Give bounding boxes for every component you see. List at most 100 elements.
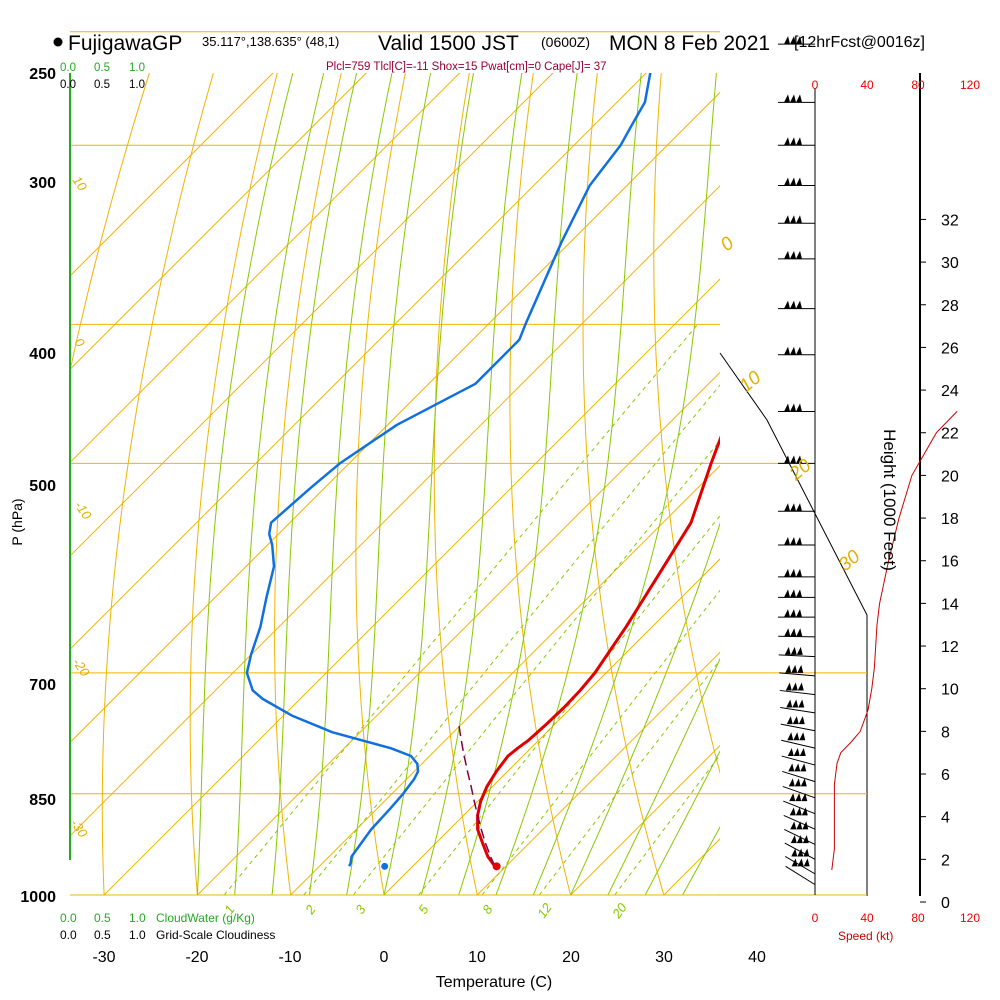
- wind-barb-flag: [797, 664, 804, 673]
- wind-barb-flag: [796, 609, 802, 618]
- wind-barb-flag: [799, 732, 806, 741]
- wind-barb-flag: [790, 536, 796, 545]
- moist-label-10: 10: [736, 367, 766, 397]
- top-gs-tick-2: 1.0: [129, 79, 145, 91]
- bottom-cloud-legend: 0.0 0.5 1.0 CloudWater (g/Kg) 0.0 0.5 1.…: [60, 911, 275, 942]
- sounding-params: Plcl=759 Tlcl[C]=-11 Shox=15 Pwat[cm]=0 …: [326, 61, 607, 73]
- isotherm-line: [476, 651, 720, 896]
- height-tick-label: 8: [941, 724, 950, 741]
- wind-barb-flag: [787, 732, 794, 741]
- wind-barb-flag: [784, 646, 791, 655]
- height-tick-label: 32: [941, 212, 959, 229]
- dry-label-0: 0: [72, 335, 89, 350]
- wind-barb-flag: [790, 177, 796, 186]
- dry-label-10: 10: [70, 173, 91, 194]
- moist-adiabat-line: [346, 73, 432, 896]
- station-dot-icon: [53, 37, 63, 47]
- mixing-ratio-line: [538, 659, 720, 896]
- cw-tick-2: 1.0: [129, 911, 146, 925]
- wind-barb-shaft: [778, 635, 816, 638]
- dry-adiabat-line: [274, 73, 342, 896]
- wind-barb-shaft: [778, 654, 816, 658]
- wind-barb-flag: [793, 748, 800, 757]
- wind-barb-flag: [784, 300, 790, 309]
- wind-barb-flag: [796, 94, 802, 103]
- wind-barb-shaft: [783, 814, 816, 830]
- mix-label-20: 20: [609, 900, 631, 922]
- x-axis-label: Temperature (C): [436, 974, 552, 991]
- wind-barb-flag: [796, 589, 802, 598]
- wind-barb-flag: [784, 137, 790, 146]
- height-tick-label: 16: [941, 554, 959, 571]
- surface-dewpoint-point: [381, 862, 389, 870]
- isotherm-line: [383, 558, 720, 896]
- wind-barb-flag: [802, 821, 809, 830]
- height-tick-label: 22: [941, 426, 959, 443]
- p-tick-300: 300: [29, 175, 56, 192]
- wind-barb-flag: [785, 664, 792, 673]
- valid-zulu: (0600Z): [541, 34, 590, 50]
- speed-top-40: 40: [860, 78, 874, 92]
- t-tick-30: 30: [655, 949, 673, 966]
- wind-barb-shaft: [785, 865, 816, 886]
- wind-barb-shaft: [784, 828, 816, 845]
- speed-tick-labels: 0 40 80 120 0 40 80 120: [812, 78, 981, 925]
- height-tick-label: 14: [941, 596, 959, 613]
- dry-adiabat-line: [70, 73, 150, 374]
- dry-label-m30: -30: [68, 816, 92, 841]
- height-tick-label: 30: [941, 255, 959, 272]
- moist-adiabat-line: [458, 73, 578, 896]
- p-tick-250: 250: [29, 66, 56, 83]
- wind-barb-flag: [798, 716, 805, 725]
- mixing-ratio-line: [481, 589, 720, 896]
- wind-barb-flag: [790, 346, 796, 355]
- wind-barb-flag: [786, 699, 793, 708]
- dry-adiabat-line: [509, 73, 572, 896]
- wind-barb-flag: [795, 793, 802, 802]
- cw-tick-1: 0.5: [94, 911, 111, 925]
- wind-barb-flag: [796, 250, 802, 259]
- temperature-tick-labels: -30 -20 -10 0 10 20 30 40: [92, 949, 766, 966]
- height-tick-label: 26: [941, 340, 959, 357]
- wind-barb-flag: [796, 821, 803, 830]
- skewt-grid: [70, 73, 720, 896]
- top-cw-tick-1: 0.5: [94, 62, 110, 74]
- wind-barb-flag: [790, 821, 797, 830]
- moist-adiabat-line: [570, 521, 720, 896]
- speed-top-0: 0: [812, 78, 819, 92]
- p-tick-1000: 1000: [20, 889, 56, 906]
- dry-adiabat-line: [355, 73, 406, 896]
- wind-barb-shaft: [784, 842, 816, 860]
- wind-barb-flag: [796, 835, 803, 844]
- wind-barb-flag: [791, 664, 798, 673]
- wind-barb-flag: [790, 403, 796, 412]
- wind-barb-flag: [796, 568, 802, 577]
- moist-adiabat-line: [196, 73, 294, 896]
- p-tick-500: 500: [29, 478, 56, 495]
- top-cloud-legend: 0.0 0.5 1.0 0.0 0.5 1.0: [60, 62, 145, 91]
- p-tick-700: 700: [29, 677, 56, 694]
- cw-label: CloudWater (g/Kg): [156, 911, 255, 925]
- wind-barb-shaft: [780, 707, 816, 714]
- wind-barb-flag: [793, 732, 800, 741]
- surface-temperature-point: [492, 862, 501, 871]
- wind-barb-flag: [790, 300, 796, 309]
- wind-barb-flag: [791, 858, 798, 867]
- wind-barb-flag: [785, 682, 792, 691]
- wind-barb-flag: [784, 536, 790, 545]
- top-gs-tick-1: 0.5: [94, 79, 110, 91]
- wind-barb-flag: [790, 568, 796, 577]
- dry-adiabat-line: [433, 73, 478, 896]
- mixing-ratio-line: [303, 384, 720, 896]
- dry-adiabat-line: [582, 73, 665, 896]
- speed-bot-40: 40: [860, 911, 874, 925]
- wind-barbs: [778, 36, 816, 886]
- isotherm-line: [70, 73, 461, 464]
- wind-barb-flag: [790, 250, 796, 259]
- wind-barb-flag: [790, 137, 796, 146]
- wind-barb-flag: [788, 763, 795, 772]
- wind-barb-shaft: [782, 785, 816, 799]
- wind-barb-flag: [784, 628, 791, 637]
- mixing-ratio-line: [614, 754, 720, 896]
